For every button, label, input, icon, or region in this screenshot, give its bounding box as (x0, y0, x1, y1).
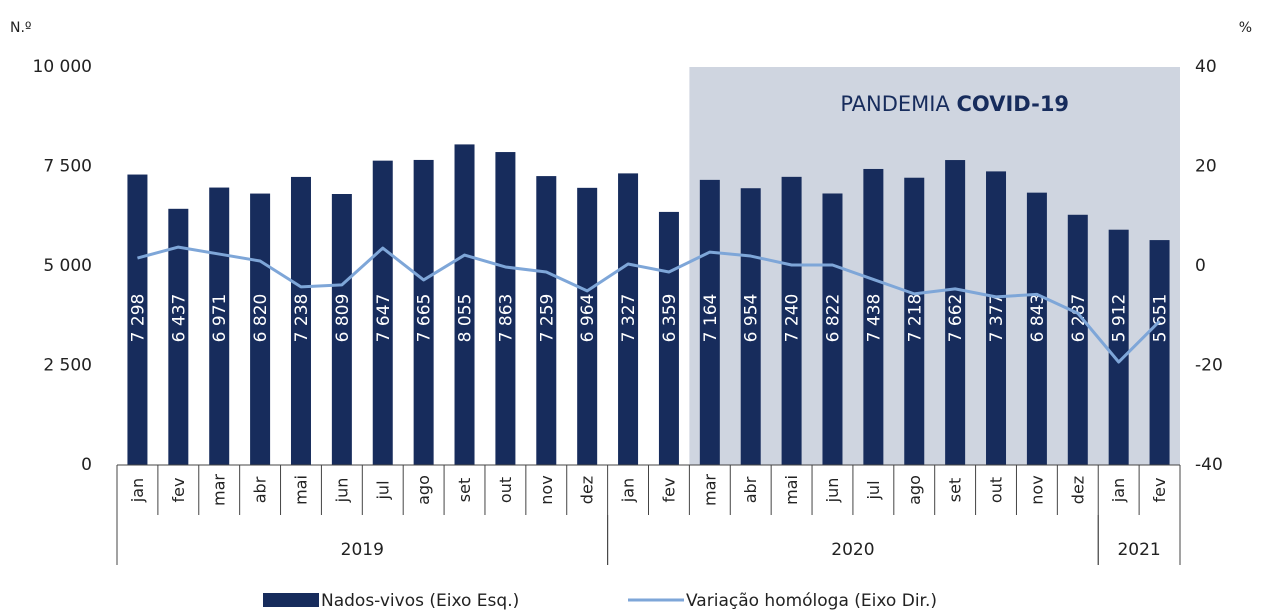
value-label: 6 964 (578, 294, 598, 343)
bar (1149, 240, 1170, 465)
bar (127, 174, 148, 465)
x-tick-label: out (987, 477, 1006, 503)
value-label: 7 298 (128, 294, 148, 343)
x-tick-label: dez (578, 476, 597, 504)
bar (577, 187, 598, 465)
bar (372, 160, 393, 465)
value-label: 6 809 (333, 294, 353, 343)
legend-label: Variação homóloga (Eixo Dir.) (686, 591, 937, 611)
value-label: 6 287 (1069, 294, 1089, 343)
group-label: 2020 (831, 540, 874, 560)
shaded-region (689, 67, 1180, 465)
x-tick-label: fev (659, 478, 678, 503)
y-tick-label: 2 500 (43, 356, 92, 376)
value-label: 6 843 (1028, 294, 1048, 343)
y2-axis-label: % (1239, 20, 1252, 36)
value-label: 7 647 (374, 294, 394, 343)
x-tick-label: mar (210, 474, 229, 506)
annotation-text: PANDEMIA (840, 92, 950, 116)
bar (781, 176, 802, 465)
bar (495, 152, 516, 465)
value-label: 7 327 (619, 294, 639, 343)
x-tick-label: mai (291, 475, 310, 505)
x-tick-label: jan (1109, 478, 1128, 503)
x-tick-label: jan (128, 478, 147, 503)
y-tick-label: 5 000 (43, 256, 92, 276)
x-tick-label: mar (700, 474, 719, 506)
x-tick-label: set (946, 478, 965, 502)
line (137, 245, 1161, 364)
value-label: 7 164 (701, 294, 721, 343)
value-label: 7 259 (537, 294, 557, 343)
y-axis-label: N.º (10, 20, 32, 36)
bar (168, 208, 189, 465)
y2-tick-label: -20 (1195, 356, 1223, 376)
annotation-bold: COVID-19 (957, 92, 1070, 116)
y2-tick-label: 0 (1195, 256, 1206, 276)
x-tick-label: set (455, 478, 474, 502)
value-label: 6 954 (742, 294, 762, 343)
value-label: 6 359 (660, 294, 680, 343)
bar (904, 177, 925, 465)
x-tick-label: ago (414, 475, 433, 505)
x-tick-label: nov (537, 475, 556, 504)
bar (454, 144, 475, 465)
x-tick-label: out (496, 477, 515, 503)
y-tick-label: 7 500 (43, 157, 92, 177)
x-tick-label: jun (332, 478, 351, 504)
value-label: 6 820 (251, 294, 271, 343)
legend-label: Nados-vivos (Eixo Esq.) (321, 591, 519, 611)
value-label: 7 665 (415, 294, 435, 343)
value-label: 6 437 (169, 294, 189, 343)
value-label: 5 912 (1110, 294, 1130, 343)
bar (945, 160, 966, 465)
value-label: 7 238 (292, 294, 312, 343)
bar (331, 194, 352, 465)
value-label: 7 377 (987, 294, 1007, 343)
x-tick-label: jul (864, 480, 883, 500)
x-tick-label: mai (782, 475, 801, 505)
bar (822, 193, 843, 465)
bar (290, 176, 311, 465)
bar (986, 171, 1007, 466)
value-label: 7 218 (905, 294, 925, 343)
bar (536, 176, 557, 465)
value-label: 6 822 (823, 294, 843, 343)
x-tick-label: jun (823, 478, 842, 504)
bar (658, 211, 679, 465)
bar (209, 187, 230, 465)
value-label: 7 863 (496, 294, 516, 343)
bar (413, 159, 434, 466)
y2-tick-label: 40 (1195, 57, 1217, 77)
x-tick-label: abr (251, 476, 270, 503)
legend-swatch (263, 593, 319, 607)
y-tick-label: 10 000 (33, 57, 92, 77)
x-tick-label: jul (373, 480, 392, 500)
value-label: 7 662 (946, 294, 966, 343)
bar (863, 168, 884, 466)
value-label: 7 438 (864, 294, 884, 343)
x-tick-label: nov (1027, 475, 1046, 504)
bar (1026, 192, 1047, 465)
value-label: 6 971 (210, 294, 230, 343)
x-tick-label: fev (1150, 478, 1169, 503)
x-tick-label: jan (619, 478, 638, 503)
x-tick-label: dez (1068, 476, 1087, 504)
value-label: 8 055 (456, 294, 476, 343)
group-label: 2021 (1117, 540, 1160, 560)
y-tick-label: 0 (81, 455, 92, 475)
x-tick-label: fev (169, 478, 188, 503)
group-label: 2019 (341, 540, 384, 560)
x-tick-label: ago (905, 475, 924, 505)
bar (1067, 214, 1088, 465)
bar (1108, 229, 1129, 465)
y2-tick-label: -40 (1195, 455, 1223, 475)
value-label: 5 651 (1151, 294, 1171, 343)
x-tick-label: abr (741, 476, 760, 503)
y2-tick-label: 20 (1195, 157, 1217, 177)
value-label: 7 240 (783, 294, 803, 343)
bar (618, 173, 639, 465)
annotation: PANDEMIA COVID-19 (840, 92, 1069, 116)
